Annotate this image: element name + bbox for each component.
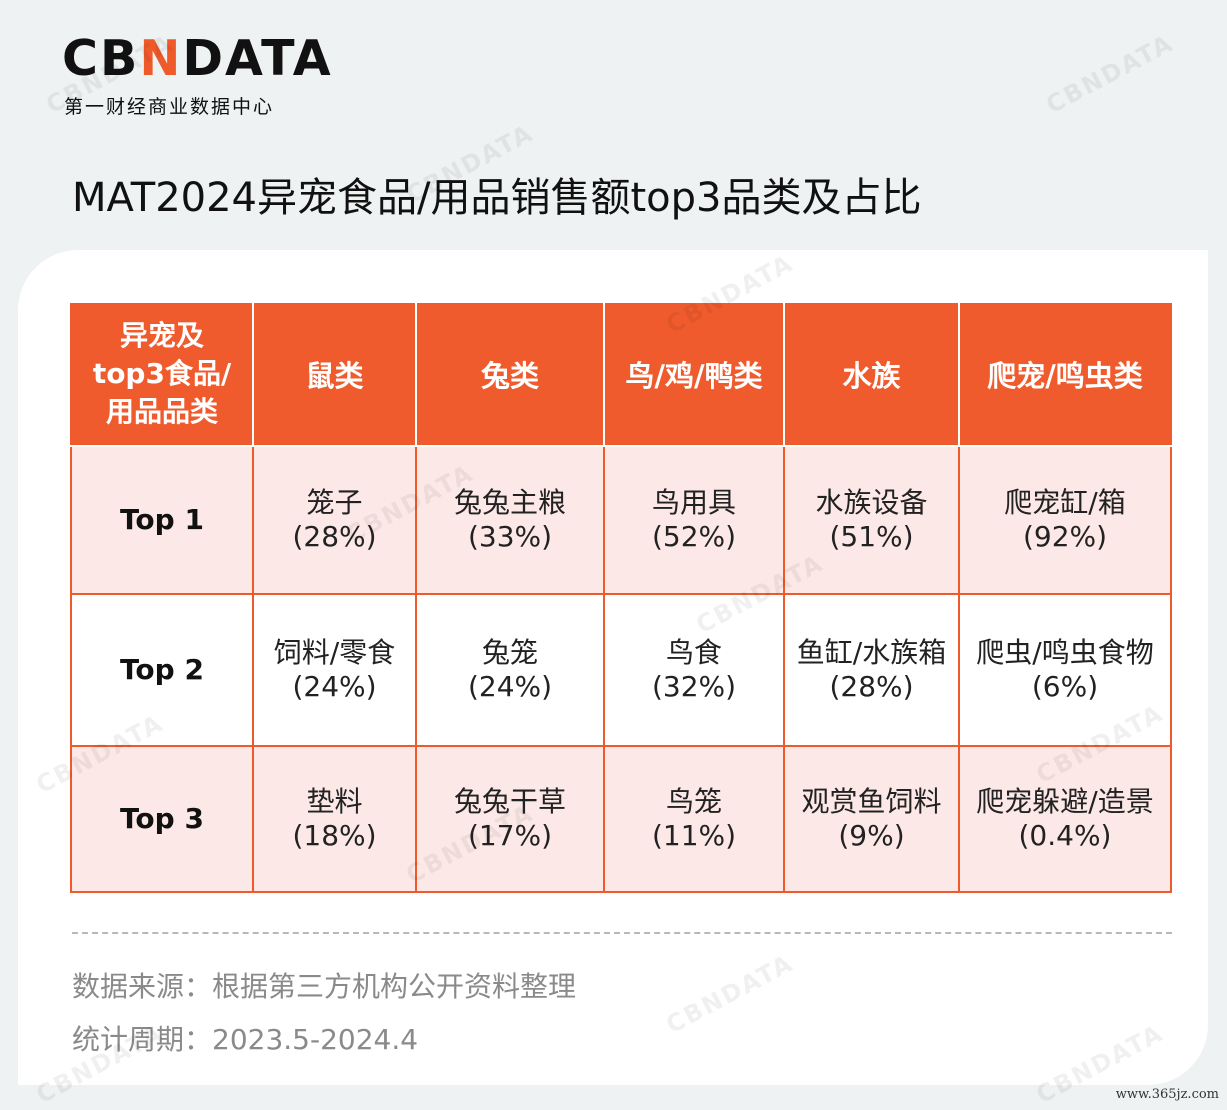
row-label: Top 1 — [70, 445, 254, 595]
logo-subtitle: 第一财经商业数据中心 — [64, 96, 275, 118]
table-row: Top 2 饲料/零食 (24%) 兔笼 (24%) 鸟食 (32%) 鱼缸/水族箱(… — [70, 593, 1172, 747]
table-cell: 笼子 (28%) — [252, 445, 417, 595]
table-header-row: 异宠及 top3食品/ 用品品类 鼠类 兔类 鸟/鸡/鸭类 水族 爬宠/鸣虫类 — [70, 303, 1172, 447]
table-cell: 兔笼 (24%) — [415, 593, 605, 747]
dashed-divider — [72, 932, 1172, 934]
row-label: Top 2 — [70, 593, 254, 747]
category-table: 异宠及 top3食品/ 用品品类 鼠类 兔类 鸟/鸡/鸭类 水族 爬宠/鸣虫类 … — [70, 303, 1172, 893]
table-row: Top 1 笼子 (28%) 兔兔主粮 (33%) 鸟用具 (52%) 水族设备 (51… — [70, 445, 1172, 595]
table-cell: 鱼缸/水族箱 (28%) — [783, 593, 960, 747]
column-header: 鸟/鸡/鸭类 — [603, 303, 785, 447]
column-header: 水族 — [783, 303, 960, 447]
logo-wordmark: CBNDATA — [62, 30, 333, 87]
table-cell: 观赏鱼饲料 (9%) — [783, 745, 960, 893]
table-cell: 爬虫/鸣虫食物 (6%) — [958, 593, 1172, 747]
table-cell: 爬宠躲避/造景 (0.4%) — [958, 745, 1172, 893]
watermark: CBNDATA — [1041, 28, 1179, 120]
table-cell: 水族设备 (51%) — [783, 445, 960, 595]
table-cell: 兔兔主粮 (33%) — [415, 445, 605, 595]
corner-header: 异宠及 top3食品/ 用品品类 — [70, 303, 254, 447]
site-url: www.365jz.com — [1115, 1087, 1219, 1102]
brand-header: CBNDATA 第一财经商业数据中心 — [62, 28, 333, 118]
table-cell: 垫料 (18%) — [252, 745, 417, 893]
column-header: 爬宠/鸣虫类 — [958, 303, 1172, 447]
table-cell: 鸟食 (32%) — [603, 593, 785, 747]
table-cell: 鸟笼 (11%) — [603, 745, 785, 893]
row-label: Top 3 — [70, 745, 254, 893]
column-header: 鼠类 — [252, 303, 417, 447]
table-cell: 兔兔干草 (17%) — [415, 745, 605, 893]
page-title: MAT2024异宠食品/用品销售额top3品类及占比 — [72, 175, 922, 221]
cbndata-logo: CBNDATA 第一财经商业数据中心 — [62, 28, 333, 118]
table-cell: 饲料/零食 (24%) — [252, 593, 417, 747]
table-cell: 鸟用具 (52%) — [603, 445, 785, 595]
data-source-note: 数据来源：根据第三方机构公开资料整理 — [72, 970, 577, 1003]
table-cell: 爬宠缸/箱 (92%) — [958, 445, 1172, 595]
column-header: 兔类 — [415, 303, 605, 447]
table-row: Top 3 垫料 (18%) 兔兔干草 (17%) 鸟笼 (11%) 观赏鱼饲料 (9%… — [70, 745, 1172, 893]
statistics-period-note: 统计周期：2023.5-2024.4 — [72, 1023, 419, 1056]
